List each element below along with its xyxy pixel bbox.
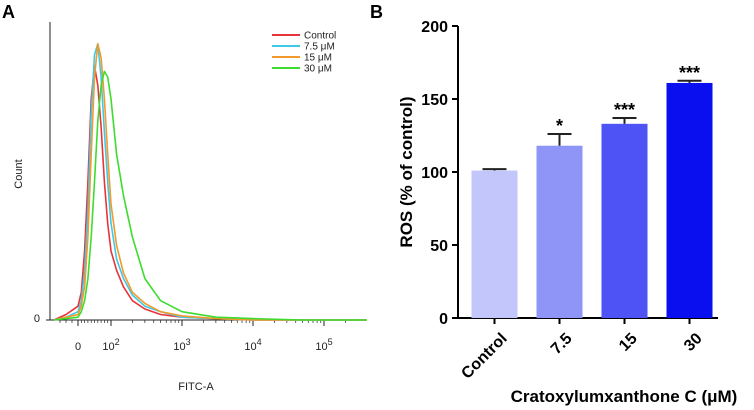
bar-series: *******	[471, 63, 713, 318]
histogram-y-axis-label: Count	[13, 159, 25, 188]
tick-exponent: 4	[257, 337, 262, 347]
legend-entry: 30 μM	[304, 64, 332, 75]
tick-base: 10	[102, 341, 114, 353]
tick-base: 10	[173, 341, 185, 353]
legend-entry: Control	[304, 31, 336, 42]
histogram-chart: Count FITC-A 0 102 103 104 105 0 Control7.5 …	[13, 22, 367, 393]
legend-entry: 15 μM	[304, 53, 332, 64]
bar-y-tick-label: 0	[439, 311, 448, 328]
bar-2	[601, 123, 648, 318]
tick-exponent: 2	[115, 337, 120, 347]
significance-marker-2: ***	[614, 100, 635, 120]
bar-x-tick-label: 7.5	[548, 330, 576, 358]
bar-chart: ROS (% of control) Cratoxylumxanthone C …	[397, 19, 737, 406]
histogram-y-ticks: 0	[34, 313, 50, 325]
bar-3	[666, 82, 713, 318]
bar-y-tick-label: 200	[421, 19, 448, 36]
tick-base: 10	[244, 341, 256, 353]
significance-marker-1: *	[556, 116, 563, 136]
bar-y-tick-label: 100	[421, 165, 448, 182]
bar-x-tick-label: 30	[681, 330, 706, 355]
bar-y-tick-label: 150	[421, 92, 448, 109]
bar-x-tick-label: Control	[458, 330, 510, 382]
bar-y-tick-label: 50	[430, 238, 448, 255]
histogram-x-tick-label: 104	[244, 337, 261, 353]
legend-entry: 7.5 μM	[304, 42, 335, 53]
bar-0	[471, 170, 518, 318]
histogram-line-2	[53, 43, 367, 321]
bar-x-ticks: Control 7.5 15 30	[458, 318, 706, 382]
histogram-series	[53, 43, 367, 321]
bar-x-tick-label: 15	[616, 330, 641, 355]
histogram-x-ticks: 0 102 103 104 105	[59, 320, 346, 353]
histogram-x-tick-label: 0	[75, 341, 81, 353]
bar-y-axis-label: ROS (% of control)	[397, 96, 416, 247]
bar-1	[536, 145, 583, 318]
tick-exponent: 3	[186, 337, 191, 347]
histogram-x-tick-label: 105	[315, 337, 332, 353]
histogram-line-1	[53, 43, 367, 321]
tick-base: 10	[315, 341, 327, 353]
panel-b-label: B	[370, 2, 383, 22]
bar-y-ticks: 0 50 100 150 200	[421, 19, 458, 328]
histogram-line-0	[53, 65, 367, 321]
bar-x-axis-label: Cratoxylumxanthone C (μM)	[511, 387, 738, 406]
panel-a-label: A	[2, 2, 15, 22]
tick-exponent: 5	[328, 337, 333, 347]
histogram-x-tick-label: 102	[102, 337, 119, 353]
histogram-y-tick-label: 0	[34, 313, 40, 325]
histogram-line-3	[53, 70, 367, 321]
histogram-x-tick-label: 103	[173, 337, 190, 353]
histogram-x-axis-label: FITC-A	[178, 381, 214, 393]
significance-marker-3: ***	[679, 63, 700, 83]
